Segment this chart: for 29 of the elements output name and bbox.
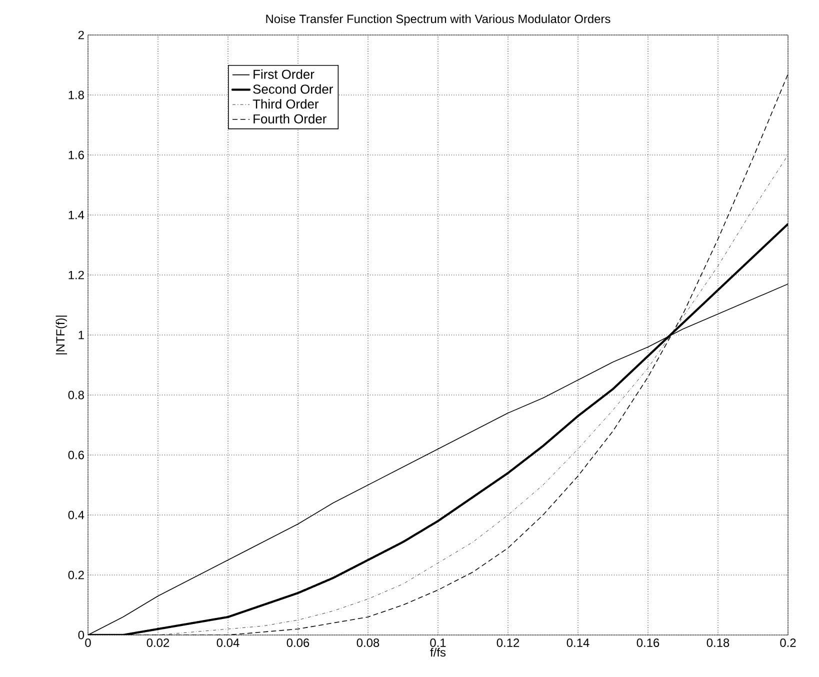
- x-tick-label: 0.04: [216, 638, 240, 647]
- legend-label: Third Order: [252, 99, 319, 109]
- y-tick-label: 1: [78, 330, 84, 340]
- x-tick-label: 0.2: [780, 638, 796, 647]
- x-tick-label: 0.08: [356, 638, 380, 647]
- x-tick-label: 0.12: [496, 638, 520, 647]
- y-tick-label: 0.2: [68, 570, 84, 580]
- legend-label: Fourth Order: [254, 114, 326, 124]
- y-tick-label: 2: [78, 30, 84, 40]
- y-tick-label: 0.6: [68, 450, 84, 460]
- y-tick-label: 0: [78, 630, 84, 640]
- x-axis-title: f/fs: [430, 648, 446, 657]
- x-tick-label: 0.14: [566, 638, 590, 647]
- x-tick-label: 0.16: [636, 638, 660, 647]
- chart-title: Noise Transfer Function Spectrum with Various Modulator Orders: [266, 14, 610, 26]
- x-tick-label: 0.1: [430, 638, 446, 647]
- x-tick-label: 0.18: [706, 638, 730, 647]
- y-tick-label: 1.6: [68, 150, 84, 160]
- y-tick-label: 0.4: [68, 510, 84, 520]
- legend-label: Second Order: [253, 84, 333, 94]
- x-tick-label: 0.02: [146, 638, 170, 647]
- legend-label: First Order: [254, 69, 314, 79]
- y-tick-label: 1.8: [68, 90, 84, 100]
- x-tick-label: 0: [85, 638, 91, 647]
- y-tick-label: 1.4: [68, 210, 84, 220]
- y-tick-label: 0.8: [68, 390, 84, 400]
- x-tick-label: 0.06: [286, 638, 310, 647]
- y-axis-title: |NTF(f)|: [56, 316, 68, 354]
- y-tick-label: 1.2: [68, 270, 84, 280]
